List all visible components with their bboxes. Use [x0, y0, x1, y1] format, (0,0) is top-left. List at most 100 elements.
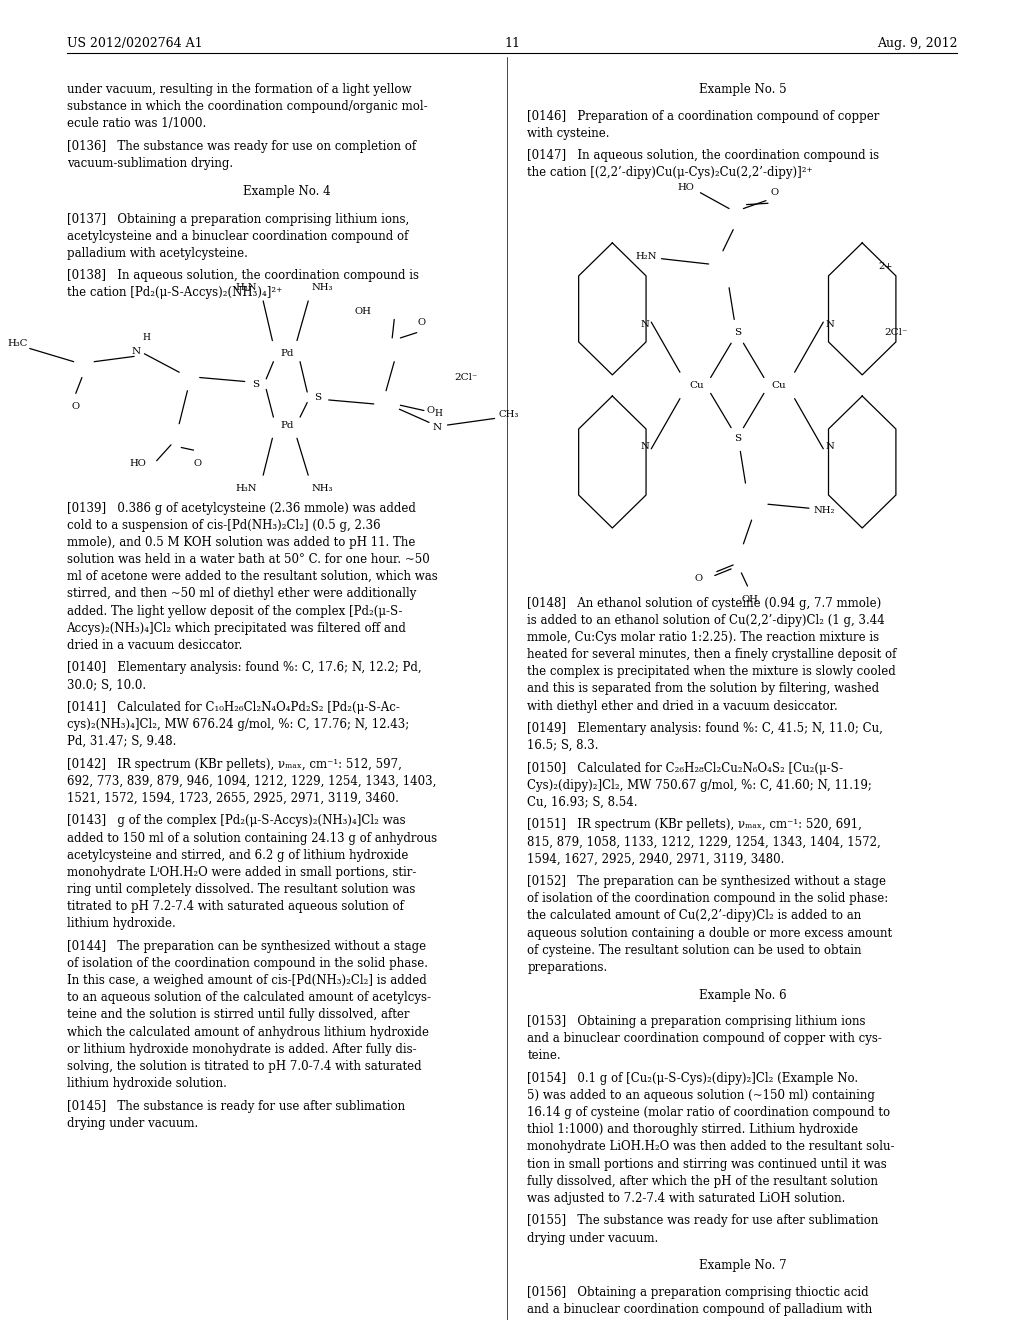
Text: Pd: Pd	[280, 350, 294, 358]
Text: titrated to pH 7.2-7.4 with saturated aqueous solution of: titrated to pH 7.2-7.4 with saturated aq…	[67, 900, 403, 913]
Text: [0146]   Preparation of a coordination compound of copper: [0146] Preparation of a coordination com…	[527, 110, 880, 123]
Text: O: O	[194, 459, 202, 467]
Text: O: O	[426, 407, 434, 414]
Text: [0139]   0.386 g of acetylcysteine (2.36 mmole) was added: [0139] 0.386 g of acetylcysteine (2.36 m…	[67, 502, 416, 515]
Text: palladium with acetylcysteine.: palladium with acetylcysteine.	[67, 247, 248, 260]
Text: N: N	[641, 321, 649, 329]
Text: [0150]   Calculated for C₂₆H₂₈Cl₂Cu₂N₆O₄S₂ [Cu₂(μ-S-: [0150] Calculated for C₂₆H₂₈Cl₂Cu₂N₆O₄S₂…	[527, 762, 844, 775]
Text: H₃C: H₃C	[7, 339, 28, 347]
Text: ring until completely dissolved. The resultant solution was: ring until completely dissolved. The res…	[67, 883, 415, 896]
Text: Cu, 16.93; S, 8.54.: Cu, 16.93; S, 8.54.	[527, 796, 638, 809]
Text: H₃N: H₃N	[236, 484, 256, 492]
Text: heated for several minutes, then a finely crystalline deposit of: heated for several minutes, then a finel…	[527, 648, 897, 661]
Text: H: H	[434, 409, 442, 417]
Text: 1594, 1627, 2925, 2940, 2971, 3119, 3480.: 1594, 1627, 2925, 2940, 2971, 3119, 3480…	[527, 853, 784, 866]
Text: S: S	[734, 329, 740, 337]
Text: [0143]   g of the complex [Pd₂(μ-S-Accys)₂(NH₃)₄]Cl₂ was: [0143] g of the complex [Pd₂(μ-S-Accys)₂…	[67, 814, 406, 828]
Text: [0152]   The preparation can be synthesized without a stage: [0152] The preparation can be synthesize…	[527, 875, 887, 888]
Text: of isolation of the coordination compound in the solid phase.: of isolation of the coordination compoun…	[67, 957, 428, 970]
Text: 2Cl⁻: 2Cl⁻	[885, 329, 907, 337]
Text: solving, the solution is titrated to pH 7.0-7.4 with saturated: solving, the solution is titrated to pH …	[67, 1060, 421, 1073]
Text: the complex is precipitated when the mixture is slowly cooled: the complex is precipitated when the mix…	[527, 665, 896, 678]
Text: the cation [Pd₂(μ-S-Accys)₂(NH₃)₄]²⁺: the cation [Pd₂(μ-S-Accys)₂(NH₃)₄]²⁺	[67, 286, 282, 300]
Text: 30.0; S, 10.0.: 30.0; S, 10.0.	[67, 678, 145, 692]
Text: fully dissolved, after which the pH of the resultant solution: fully dissolved, after which the pH of t…	[527, 1175, 879, 1188]
Text: cold to a suspension of cis-[Pd(NH₃)₂Cl₂] (0.5 g, 2.36: cold to a suspension of cis-[Pd(NH₃)₂Cl₂…	[67, 519, 380, 532]
Text: 2+: 2+	[879, 263, 893, 271]
Text: O: O	[72, 403, 80, 411]
Text: S: S	[734, 434, 740, 442]
Text: of cysteine. The resultant solution can be used to obtain: of cysteine. The resultant solution can …	[527, 944, 862, 957]
Text: or lithium hydroxide monohydrate is added. After fully dis-: or lithium hydroxide monohydrate is adde…	[67, 1043, 416, 1056]
Text: 692, 773, 839, 879, 946, 1094, 1212, 1229, 1254, 1343, 1403,: 692, 773, 839, 879, 946, 1094, 1212, 122…	[67, 775, 436, 788]
Text: monohydrate LⁱOH.H₂O were added in small portions, stir-: monohydrate LⁱOH.H₂O were added in small…	[67, 866, 416, 879]
Text: thiol 1:1000) and thoroughly stirred. Lithium hydroxide: thiol 1:1000) and thoroughly stirred. Li…	[527, 1123, 858, 1137]
Text: under vacuum, resulting in the formation of a light yellow: under vacuum, resulting in the formation…	[67, 83, 411, 96]
Text: Pd, 31.47; S, 9.48.: Pd, 31.47; S, 9.48.	[67, 735, 176, 748]
Text: Aug. 9, 2012: Aug. 9, 2012	[877, 37, 957, 50]
Text: [0142]   IR spectrum (KBr pellets), νₘₐₓ, cm⁻¹: 512, 597,: [0142] IR spectrum (KBr pellets), νₘₐₓ, …	[67, 758, 401, 771]
Text: N: N	[433, 424, 441, 432]
Text: HO: HO	[130, 459, 146, 467]
Text: H: H	[142, 334, 151, 342]
Text: [0145]   The substance is ready for use after sublimation: [0145] The substance is ready for use af…	[67, 1100, 404, 1113]
Text: [0140]   Elementary analysis: found %: C, 17.6; N, 12.2; Pd,: [0140] Elementary analysis: found %: C, …	[67, 661, 421, 675]
Text: drying under vacuum.: drying under vacuum.	[67, 1117, 198, 1130]
Text: ml of acetone were added to the resultant solution, which was: ml of acetone were added to the resultan…	[67, 570, 437, 583]
Text: S: S	[253, 380, 259, 388]
Text: Cys)₂(dipy)₂]Cl₂, MW 750.67 g/mol, %: C, 41.60; N, 11.19;: Cys)₂(dipy)₂]Cl₂, MW 750.67 g/mol, %: C,…	[527, 779, 872, 792]
Text: was adjusted to 7.2-7.4 with saturated LiOH solution.: was adjusted to 7.2-7.4 with saturated L…	[527, 1192, 846, 1205]
Text: 16.5; S, 8.3.: 16.5; S, 8.3.	[527, 739, 599, 752]
Text: [0144]   The preparation can be synthesized without a stage: [0144] The preparation can be synthesize…	[67, 940, 426, 953]
Text: solution was held in a water bath at 50° C. for one hour. ~50: solution was held in a water bath at 50°…	[67, 553, 429, 566]
Text: the calculated amount of Cu(2,2’-dipy)Cl₂ is added to an: the calculated amount of Cu(2,2’-dipy)Cl…	[527, 909, 861, 923]
Text: the cation [(2,2’-dipy)Cu(μ-Cys)₂Cu(2,2’-dipy)]²⁺: the cation [(2,2’-dipy)Cu(μ-Cys)₂Cu(2,2’…	[527, 166, 813, 180]
Text: 11: 11	[504, 37, 520, 50]
Text: [0137]   Obtaining a preparation comprising lithium ions,: [0137] Obtaining a preparation comprisin…	[67, 213, 409, 226]
Text: Example No. 4: Example No. 4	[243, 185, 331, 198]
Text: dried in a vacuum desiccator.: dried in a vacuum desiccator.	[67, 639, 242, 652]
Text: added. The light yellow deposit of the complex [Pd₂(μ-S-: added. The light yellow deposit of the c…	[67, 605, 402, 618]
Text: added to 150 ml of a solution containing 24.13 g of anhydrous: added to 150 ml of a solution containing…	[67, 832, 436, 845]
Text: mmole), and 0.5 M KOH solution was added to pH 11. The: mmole), and 0.5 M KOH solution was added…	[67, 536, 415, 549]
Text: HO: HO	[678, 183, 694, 191]
Text: teine.: teine.	[527, 1049, 561, 1063]
Text: [0141]   Calculated for C₁₀H₂₆Cl₂N₄O₄Pd₂S₂ [Pd₂(μ-S-Ac-: [0141] Calculated for C₁₀H₂₆Cl₂N₄O₄Pd₂S₂…	[67, 701, 399, 714]
Text: [0155]   The substance was ready for use after sublimation: [0155] The substance was ready for use a…	[527, 1214, 879, 1228]
Text: O: O	[694, 574, 702, 582]
Text: acetylcysteine and stirred, and 6.2 g of lithium hydroxide: acetylcysteine and stirred, and 6.2 g of…	[67, 849, 408, 862]
Text: aqueous solution containing a double or more excess amount: aqueous solution containing a double or …	[527, 927, 893, 940]
Text: acetylcysteine and a binuclear coordination compound of: acetylcysteine and a binuclear coordinat…	[67, 230, 408, 243]
Text: [0153]   Obtaining a preparation comprising lithium ions: [0153] Obtaining a preparation comprisin…	[527, 1015, 866, 1028]
Text: OH: OH	[355, 308, 372, 315]
Text: Example No. 7: Example No. 7	[698, 1259, 786, 1272]
Text: stirred, and then ~50 ml of diethyl ether were additionally: stirred, and then ~50 ml of diethyl ethe…	[67, 587, 416, 601]
Text: teine and the solution is stirred until fully dissolved, after: teine and the solution is stirred until …	[67, 1008, 409, 1022]
Text: [0149]   Elementary analysis: found %: C, 41.5; N, 11.0; Cu,: [0149] Elementary analysis: found %: C, …	[527, 722, 884, 735]
Text: 2Cl⁻: 2Cl⁻	[455, 374, 477, 381]
Text: is added to an ethanol solution of Cu(2,2’-dipy)Cl₂ (1 g, 3.44: is added to an ethanol solution of Cu(2,…	[527, 614, 885, 627]
Text: drying under vacuum.: drying under vacuum.	[527, 1232, 658, 1245]
Text: which the calculated amount of anhydrous lithium hydroxide: which the calculated amount of anhydrous…	[67, 1026, 429, 1039]
Text: 16.14 g of cysteine (molar ratio of coordination compound to: 16.14 g of cysteine (molar ratio of coor…	[527, 1106, 891, 1119]
Text: substance in which the coordination compound/organic mol-: substance in which the coordination comp…	[67, 100, 427, 114]
Text: Example No. 6: Example No. 6	[698, 989, 786, 1002]
Text: ecule ratio was 1/1000.: ecule ratio was 1/1000.	[67, 117, 206, 131]
Text: [0136]   The substance was ready for use on completion of: [0136] The substance was ready for use o…	[67, 140, 416, 153]
Text: [0148]   An ethanol solution of cysteine (0.94 g, 7.7 mmole): [0148] An ethanol solution of cysteine (…	[527, 597, 882, 610]
Text: monohydrate LiOH.H₂O was then added to the resultant solu-: monohydrate LiOH.H₂O was then added to t…	[527, 1140, 895, 1154]
Text: Cu: Cu	[771, 381, 785, 389]
Text: US 2012/0202764 A1: US 2012/0202764 A1	[67, 37, 202, 50]
Text: lithium hydroxide solution.: lithium hydroxide solution.	[67, 1077, 226, 1090]
Text: [0147]   In aqueous solution, the coordination compound is: [0147] In aqueous solution, the coordina…	[527, 149, 880, 162]
Text: and a binuclear coordination compound of palladium with: and a binuclear coordination compound of…	[527, 1303, 872, 1316]
Text: vacuum-sublimation drying.: vacuum-sublimation drying.	[67, 157, 232, 170]
Text: N: N	[131, 347, 140, 355]
Text: N: N	[641, 442, 649, 450]
Text: [0156]   Obtaining a preparation comprising thioctic acid: [0156] Obtaining a preparation comprisin…	[527, 1286, 869, 1299]
Text: NH₃: NH₃	[312, 284, 333, 292]
Text: cys)₂(NH₃)₄]Cl₂, MW 676.24 g/mol, %: C, 17.76; N, 12.43;: cys)₂(NH₃)₄]Cl₂, MW 676.24 g/mol, %: C, …	[67, 718, 409, 731]
Text: Pd: Pd	[280, 421, 294, 429]
Text: and this is separated from the solution by filtering, washed: and this is separated from the solution …	[527, 682, 880, 696]
Text: N: N	[825, 442, 834, 450]
